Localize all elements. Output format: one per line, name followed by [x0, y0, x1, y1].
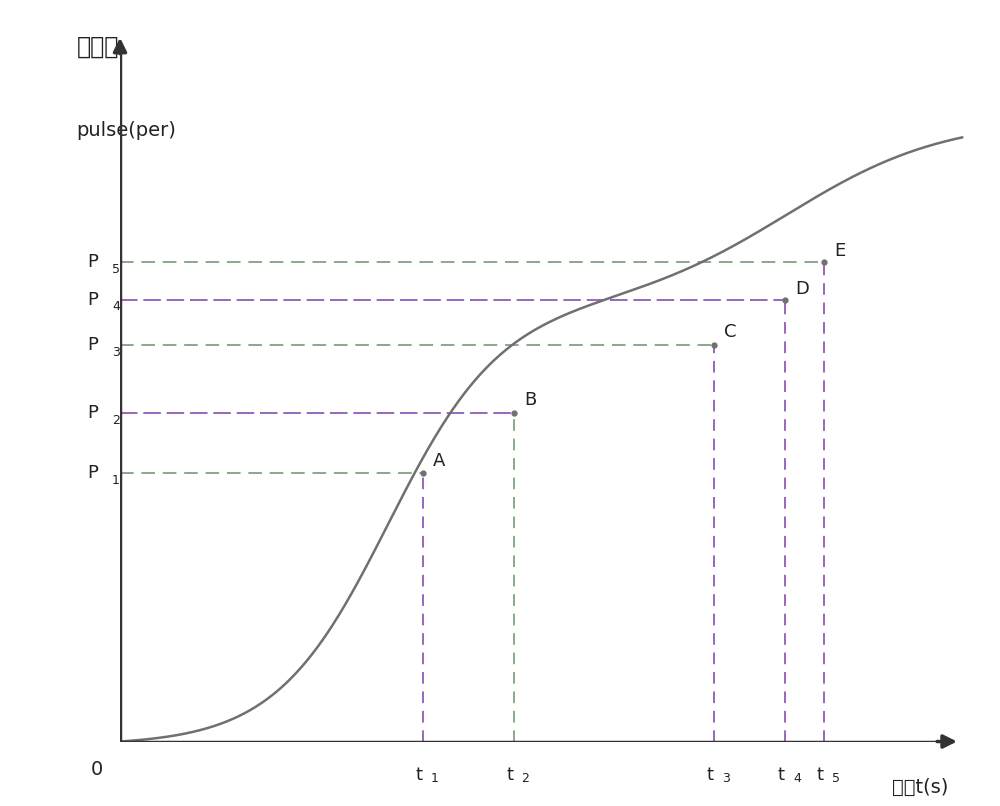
- Text: 3: 3: [112, 346, 120, 359]
- Text: D: D: [795, 280, 809, 297]
- Text: t: t: [416, 766, 423, 783]
- Text: P: P: [87, 291, 98, 309]
- Text: 时间t(s): 时间t(s): [892, 778, 949, 797]
- Text: t: t: [817, 766, 824, 783]
- Text: t: t: [707, 766, 714, 783]
- Text: 脉冲数: 脉冲数: [77, 35, 119, 59]
- Text: A: A: [433, 451, 446, 470]
- Text: t: t: [506, 766, 513, 783]
- Text: 1: 1: [431, 771, 439, 785]
- Text: 1: 1: [112, 474, 120, 487]
- Text: 5: 5: [112, 263, 120, 276]
- Text: P: P: [87, 404, 98, 422]
- Text: 4: 4: [112, 301, 120, 314]
- Text: P: P: [87, 336, 98, 354]
- Text: E: E: [835, 242, 846, 260]
- Text: pulse(per): pulse(per): [77, 121, 177, 140]
- Text: P: P: [87, 464, 98, 483]
- Text: 0: 0: [90, 760, 103, 779]
- Text: 5: 5: [832, 771, 840, 785]
- Text: C: C: [724, 323, 737, 341]
- Text: P: P: [87, 253, 98, 271]
- Text: 2: 2: [112, 413, 120, 426]
- Text: t: t: [778, 766, 785, 783]
- Text: 2: 2: [521, 771, 529, 785]
- Text: 3: 3: [722, 771, 730, 785]
- Text: B: B: [524, 391, 536, 409]
- Text: 4: 4: [793, 771, 801, 785]
